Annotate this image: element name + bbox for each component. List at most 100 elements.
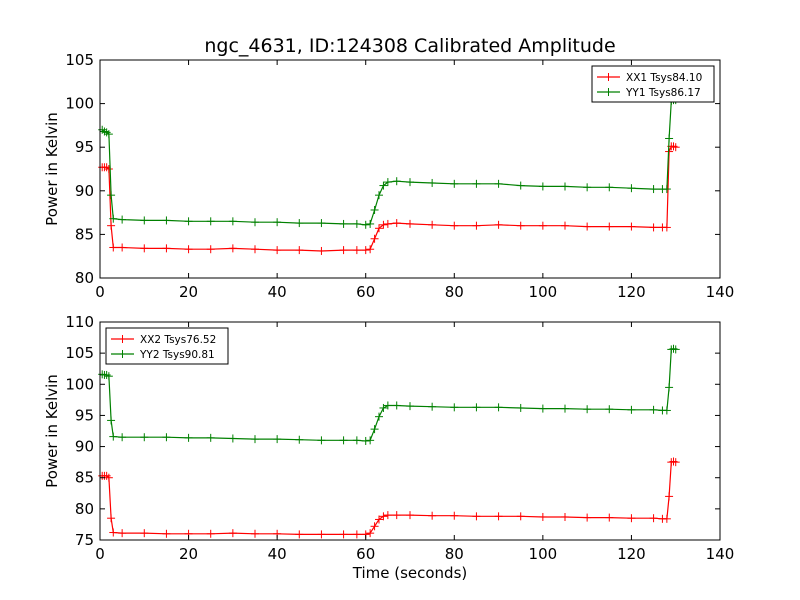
data-point	[370, 425, 379, 434]
data-point	[428, 511, 437, 520]
data-point	[583, 405, 592, 414]
data-point	[583, 183, 592, 192]
x-tick-label: 40	[268, 283, 287, 301]
data-point	[107, 514, 116, 523]
data-point	[450, 403, 459, 412]
data-point	[494, 179, 503, 188]
data-point	[228, 434, 237, 443]
data-point	[472, 179, 481, 188]
data-point	[140, 216, 149, 225]
data-point	[273, 218, 282, 227]
data-point	[605, 513, 614, 522]
data-point	[605, 405, 614, 414]
data-point	[352, 436, 361, 445]
data-point	[140, 529, 149, 538]
x-tick-label: 80	[445, 545, 464, 563]
data-point	[370, 205, 379, 214]
x-tick-label: 80	[445, 283, 464, 301]
data-point	[118, 433, 127, 442]
data-point	[339, 436, 348, 445]
data-point	[361, 220, 370, 229]
data-point	[671, 143, 680, 152]
y-axis-label: Power in Kelvin	[43, 374, 61, 488]
data-point	[140, 244, 149, 253]
data-point	[317, 246, 326, 255]
data-point	[366, 436, 375, 445]
data-point	[107, 221, 116, 230]
data-point	[605, 222, 614, 231]
y-tick-label: 100	[65, 95, 94, 113]
data-point	[627, 405, 636, 414]
y-tick-label: 105	[65, 51, 94, 69]
data-point	[428, 402, 437, 411]
data-point	[450, 221, 459, 230]
data-point	[665, 383, 674, 392]
y-tick-label: 90	[75, 438, 94, 456]
data-point	[627, 222, 636, 231]
data-point	[406, 178, 414, 187]
data-point	[671, 345, 680, 354]
data-point	[352, 530, 361, 539]
data-point	[206, 245, 215, 254]
data-point	[538, 182, 547, 191]
data-point	[317, 219, 326, 228]
data-point	[406, 511, 414, 520]
series-1	[98, 344, 680, 445]
data-point	[662, 185, 671, 194]
data-point	[375, 224, 383, 233]
data-point	[494, 512, 503, 521]
data-point	[162, 433, 171, 442]
data-point	[406, 402, 414, 411]
data-point	[104, 372, 113, 381]
y-tick-label: 105	[65, 344, 94, 362]
data-point	[366, 245, 375, 254]
data-point	[339, 219, 348, 228]
data-point	[228, 529, 237, 538]
series-1	[98, 96, 680, 229]
x-tick-label: 140	[706, 283, 735, 301]
x-tick-label: 100	[529, 545, 558, 563]
data-point	[472, 221, 481, 230]
data-point	[605, 183, 614, 192]
chart-title: ngc_4631, ID:124308 Calibrated Amplitude	[204, 35, 615, 57]
data-point	[379, 512, 388, 521]
data-point	[339, 246, 348, 255]
data-point	[379, 220, 388, 229]
data-point	[109, 528, 118, 537]
data-point	[649, 405, 658, 414]
axes-frame	[99, 59, 721, 279]
data-point	[383, 178, 392, 187]
data-point	[538, 404, 547, 413]
legend-item: YY1 Tsys86.17	[597, 87, 701, 99]
data-point	[383, 511, 392, 520]
data-point	[366, 529, 375, 538]
data-point	[184, 433, 193, 442]
legend: XX1 Tsys84.10 YY1 Tsys86.17	[591, 65, 715, 103]
data-point	[251, 245, 259, 254]
legend-label: XX2 Tsys76.52	[140, 334, 216, 346]
x-tick-label: 100	[529, 283, 558, 301]
legend: XX2 Tsys76.52 YY2 Tsys90.81	[105, 327, 229, 365]
data-point	[109, 214, 118, 223]
data-point	[649, 514, 658, 523]
data-point	[428, 178, 437, 187]
data-point	[662, 223, 671, 232]
data-point	[583, 513, 592, 522]
data-point	[428, 220, 437, 229]
data-point	[118, 243, 127, 252]
x-tick-label: 20	[179, 283, 198, 301]
y-tick-label: 80	[75, 500, 94, 518]
legend-item: XX2 Tsys76.52	[111, 334, 216, 346]
data-point	[516, 512, 525, 521]
data-point	[109, 432, 118, 441]
data-point	[109, 243, 118, 252]
data-point	[450, 511, 459, 520]
data-point	[561, 182, 569, 191]
data-point	[370, 234, 379, 243]
data-point	[450, 179, 459, 188]
data-point	[104, 473, 113, 482]
data-point	[295, 530, 304, 539]
data-point	[251, 529, 259, 538]
x-tick-label: 60	[356, 545, 375, 563]
